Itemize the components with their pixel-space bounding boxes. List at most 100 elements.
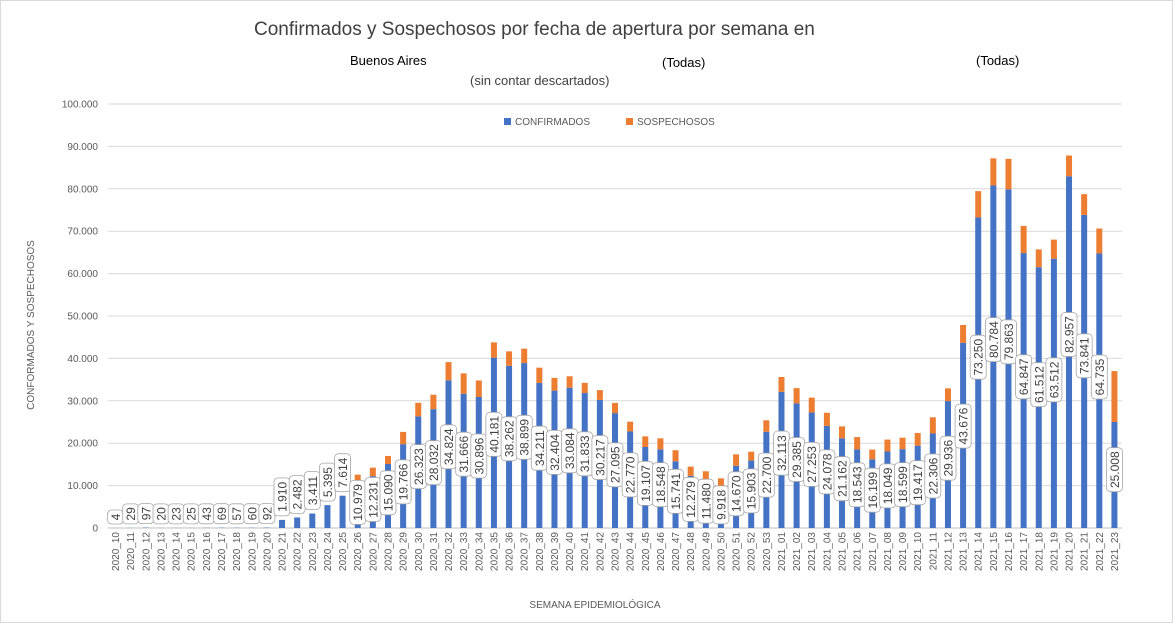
data-label-text: 26.323	[412, 448, 426, 485]
data-label: 19.766	[394, 459, 412, 505]
x-tick-label: 2020_52	[747, 532, 758, 571]
x-tick-label: 2021_19	[1049, 532, 1060, 571]
data-label: 92	[258, 503, 276, 524]
data-label: 38.899	[515, 414, 533, 460]
data-label-box	[1090, 354, 1108, 400]
x-tick-label: 2021_15	[989, 532, 1000, 571]
bar-sospechosos	[944, 388, 951, 402]
bar-sospechosos	[687, 466, 694, 476]
y-tick-label: 60.000	[67, 269, 98, 280]
data-label-text: 29.936	[942, 440, 956, 477]
x-tick-label: 2021_23	[1110, 532, 1121, 571]
x-tick-label: 2021_05	[838, 532, 849, 571]
data-label: 21.162	[833, 456, 851, 502]
data-label-text: 15.090	[382, 474, 396, 511]
data-label-text: 60	[245, 507, 259, 521]
data-label: 61.512	[1030, 362, 1048, 408]
bar-sospechosos	[612, 402, 618, 414]
y-tick-label: 70.000	[67, 227, 98, 238]
y-tick-label: 50.000	[67, 312, 98, 323]
data-label: 22.700	[757, 452, 775, 498]
data-label-text: 12.279	[684, 481, 698, 518]
bar-sospechosos	[1050, 239, 1057, 259]
data-label: 79.863	[1000, 319, 1017, 365]
x-tick-label: 2020_10	[111, 532, 122, 571]
data-label-box	[939, 435, 957, 481]
data-label: 1.910	[273, 477, 291, 517]
data-label: 19.107	[636, 460, 654, 506]
data-label: 12.231	[364, 477, 382, 522]
data-label: 18.049	[879, 463, 896, 509]
x-tick-label: 2020_22	[293, 532, 304, 571]
bar-sospechosos	[536, 367, 543, 383]
data-label: 97	[137, 503, 155, 524]
x-tick-label: 2021_14	[974, 532, 985, 571]
x-tick-label: 2020_40	[565, 532, 576, 571]
data-label: 27.095	[606, 442, 624, 488]
data-label: 29.936	[939, 435, 957, 481]
data-label-text: 57	[230, 507, 244, 521]
data-label-text: 73.841	[1078, 337, 1092, 374]
bar-sospechosos	[475, 380, 482, 398]
x-tick-label: 2020_53	[762, 532, 773, 571]
data-label-text: 19.417	[911, 464, 925, 501]
data-label-text: 28.032	[427, 444, 441, 481]
bar-sospechosos	[884, 439, 891, 452]
data-label-text: 14.670	[730, 475, 744, 512]
data-label: 30.217	[591, 435, 609, 480]
data-label: 64.847	[1015, 354, 1032, 400]
data-label-text: 11.480	[699, 483, 713, 519]
x-tick-label: 2021_01	[777, 532, 788, 571]
bar-sospechosos	[960, 325, 967, 343]
x-tick-label: 2021_02	[792, 532, 803, 571]
data-label: 27.253	[803, 441, 821, 487]
bar-sospechosos	[899, 437, 906, 450]
data-label: 25.008	[1106, 447, 1123, 493]
data-label-text: 18.543	[851, 466, 865, 503]
filter-value-2: (Todas)	[976, 53, 1020, 68]
x-tick-label: 2020_19	[247, 532, 258, 571]
data-label-text: 27.095	[609, 446, 623, 483]
y-tick-label: 30.000	[67, 396, 98, 407]
y-tick-label: 90.000	[67, 142, 98, 153]
data-label: 15.741	[667, 468, 684, 514]
bar-sospechosos	[733, 454, 740, 466]
data-label-box	[757, 452, 775, 498]
bar-confirmados	[279, 519, 286, 528]
x-tick-label: 2021_08	[883, 532, 894, 571]
bar-sospechosos	[445, 362, 452, 381]
bar-sospechosos	[914, 432, 921, 446]
bar-sospechosos	[642, 436, 649, 447]
data-label: 32.404	[546, 429, 563, 475]
x-tick-label: 2020_24	[323, 532, 334, 571]
data-label-text: 82.957	[1063, 316, 1077, 353]
bar-confirmados	[324, 505, 331, 528]
x-tick-label: 2020_45	[641, 532, 652, 571]
x-tick-label: 2021_09	[898, 532, 909, 571]
data-label-text: 69	[215, 507, 229, 521]
bar-sospechosos	[1035, 249, 1042, 268]
data-label: 43.676	[954, 403, 972, 449]
bar-sospechosos	[369, 467, 376, 477]
bar-sospechosos	[763, 420, 770, 432]
y-tick-label: 80.000	[67, 184, 98, 195]
data-label-text: 63.512	[1047, 361, 1061, 398]
bar-sospechosos	[975, 191, 982, 218]
data-label-text: 43.676	[957, 407, 971, 444]
legend-label-sospechosos: SOSPECHOSOS	[637, 117, 715, 128]
data-label: 33.084	[561, 428, 578, 474]
data-label: 57	[228, 503, 246, 525]
data-label: 3.411	[303, 471, 321, 510]
x-tick-label: 2021_12	[944, 532, 955, 571]
x-tick-label: 2021_06	[853, 532, 864, 571]
bar-sospechosos	[657, 438, 664, 450]
data-label-text: 5.395	[321, 467, 335, 497]
data-label-text: 64.847	[1017, 358, 1031, 395]
data-label-text: 19.107	[639, 465, 653, 502]
bar-sospechosos	[400, 431, 407, 445]
data-label: 69	[213, 503, 230, 525]
bar-confirmados	[309, 513, 316, 528]
data-label: 14.670	[727, 471, 745, 517]
bar-sospechosos	[596, 390, 603, 400]
x-tick-label: 2020_31	[429, 532, 440, 571]
